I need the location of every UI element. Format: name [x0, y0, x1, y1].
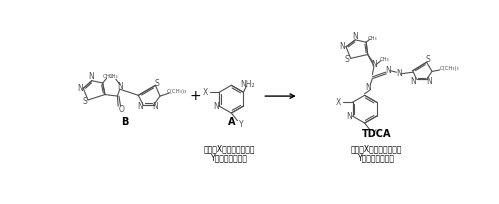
- Text: Y表示氯、卤素；: Y表示氯、卤素；: [358, 153, 395, 162]
- Text: X: X: [336, 98, 341, 107]
- Text: Y: Y: [372, 129, 376, 137]
- Text: N: N: [410, 77, 416, 86]
- Text: 式中：X表示氯、卤素；: 式中：X表示氯、卤素；: [203, 145, 255, 154]
- Text: N: N: [352, 32, 358, 41]
- Text: Y: Y: [239, 120, 244, 129]
- Text: Y表示氯、卤素；: Y表示氯、卤素；: [211, 153, 248, 162]
- Text: 式中：X表示氯、卤素；: 式中：X表示氯、卤素；: [350, 145, 402, 154]
- Text: C(CH₃)₃: C(CH₃)₃: [167, 89, 187, 94]
- Text: CH₃: CH₃: [103, 74, 113, 79]
- Text: CH₃: CH₃: [109, 74, 118, 79]
- Text: N: N: [213, 102, 219, 111]
- Text: N: N: [137, 102, 143, 111]
- Text: N: N: [385, 66, 391, 75]
- Text: X: X: [203, 88, 208, 97]
- Text: N: N: [396, 69, 402, 78]
- Text: N: N: [153, 102, 158, 111]
- Text: O: O: [118, 105, 124, 114]
- Text: N: N: [366, 83, 371, 92]
- Text: S: S: [344, 55, 349, 64]
- Text: N: N: [88, 72, 94, 81]
- Text: N: N: [339, 42, 345, 51]
- Text: TDCA: TDCA: [361, 129, 391, 139]
- Text: A: A: [228, 117, 235, 127]
- Text: CH₃: CH₃: [380, 57, 390, 62]
- Text: +: +: [190, 89, 202, 103]
- Text: S: S: [82, 97, 87, 106]
- Text: N: N: [347, 112, 352, 121]
- Text: S: S: [426, 55, 431, 64]
- Text: S: S: [155, 79, 159, 88]
- Text: CH₃: CH₃: [368, 36, 377, 41]
- Text: N: N: [371, 60, 377, 69]
- Text: N: N: [426, 77, 432, 86]
- Text: N: N: [77, 84, 83, 93]
- Text: NH₂: NH₂: [240, 80, 254, 89]
- Text: C(CH₃)₃: C(CH₃)₃: [440, 66, 460, 71]
- Text: N: N: [117, 82, 123, 91]
- Text: B: B: [121, 117, 128, 127]
